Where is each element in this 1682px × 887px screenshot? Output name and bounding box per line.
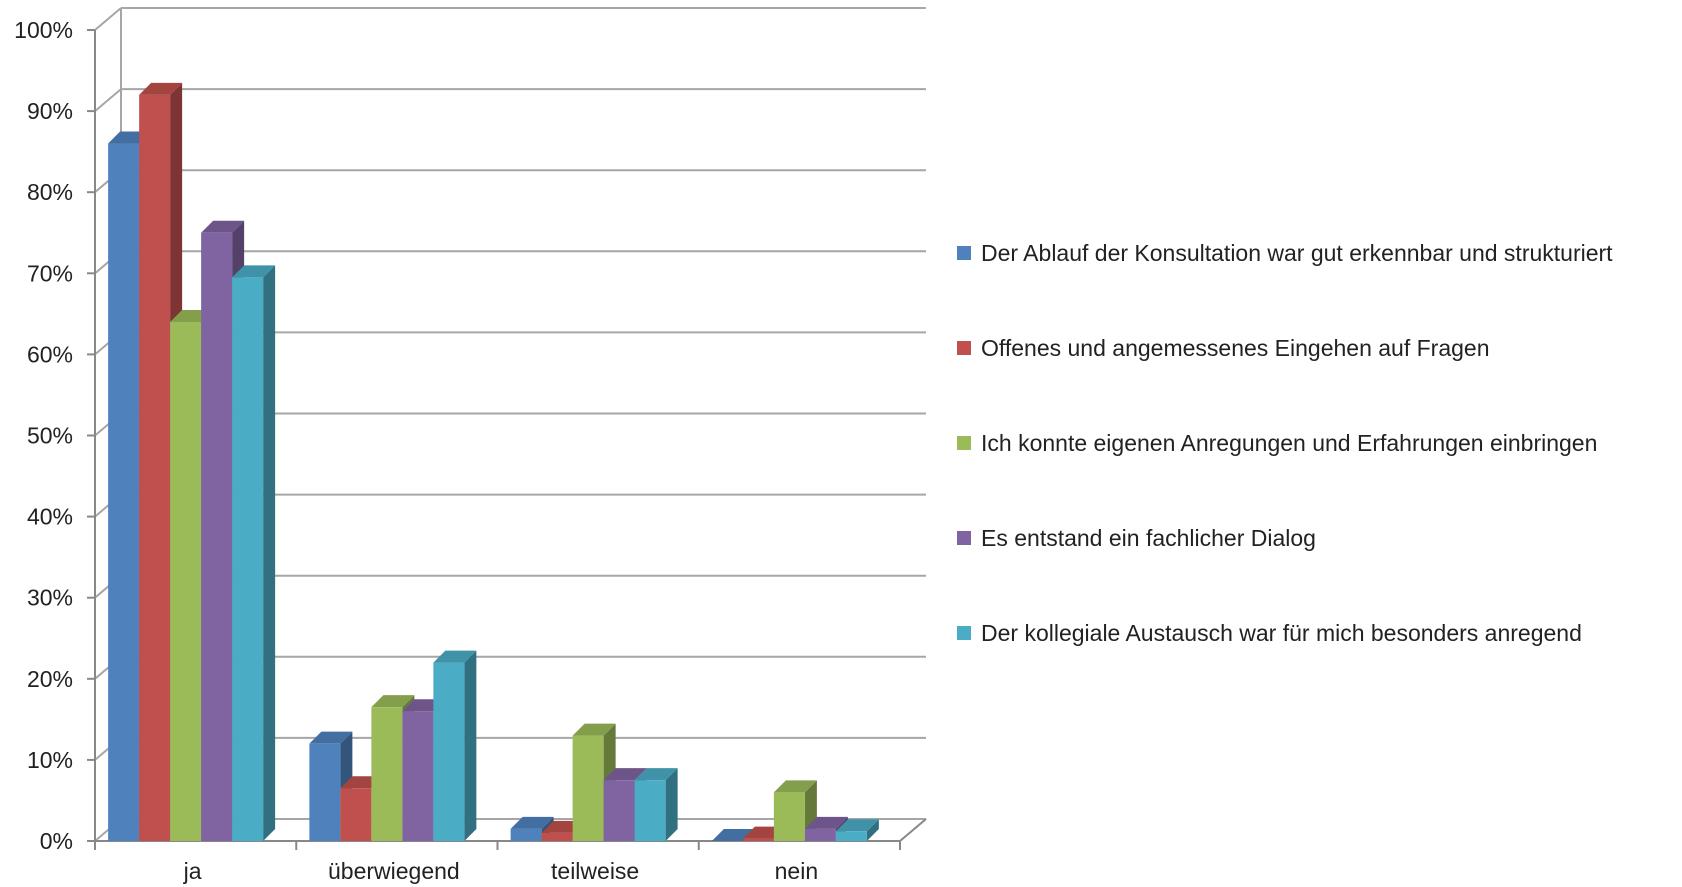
legend-swatch xyxy=(957,436,971,450)
legend-swatch xyxy=(957,531,971,545)
bar-top xyxy=(634,768,678,781)
y-tick-label: 80% xyxy=(27,179,73,205)
legend-item: Der kollegiale Austausch war für mich be… xyxy=(957,618,1582,648)
bar-front xyxy=(170,321,202,842)
bar-front xyxy=(433,662,465,841)
y-tick-label: 60% xyxy=(27,341,73,367)
bar-top xyxy=(804,816,848,829)
y-tick-label: 90% xyxy=(27,98,73,124)
y-tick-label: 70% xyxy=(27,260,73,286)
bar-top xyxy=(371,695,415,708)
bar-front xyxy=(201,232,233,841)
legend-label: Der Ablauf der Konsultation war gut erke… xyxy=(981,239,1613,266)
legend-label: Ich konnte eigenen Anregungen und Erfahr… xyxy=(981,429,1598,456)
legend-item: Offenes und angemessenes Eingehen auf Fr… xyxy=(957,333,1490,363)
bar-front xyxy=(309,743,341,841)
bar-front xyxy=(835,831,867,841)
legend-item: Es entstand ein fachlicher Dialog xyxy=(957,523,1316,553)
bar-top xyxy=(201,220,245,233)
bar-front xyxy=(634,780,666,841)
y-tick-label: 20% xyxy=(27,666,73,692)
legend-label: Es entstand ein fachlicher Dialog xyxy=(981,524,1316,551)
bar-front xyxy=(340,788,372,841)
bar-side xyxy=(263,265,276,842)
bar-front xyxy=(603,780,635,841)
x-tick-label: teilweise xyxy=(551,858,639,884)
bar-front xyxy=(139,94,171,841)
bar-front xyxy=(232,277,264,842)
bar-front xyxy=(804,828,836,841)
bar-front xyxy=(402,711,434,841)
legend-label: Offenes und angemessenes Eingehen auf Fr… xyxy=(981,334,1490,361)
legend-label: Der kollegiale Austausch war für mich be… xyxy=(981,619,1582,646)
bar-top xyxy=(572,723,616,736)
bar-1-4 xyxy=(433,650,477,841)
bar-front xyxy=(742,838,774,841)
bar-2-4 xyxy=(634,768,678,841)
bar-top xyxy=(232,265,276,278)
y-tick-label: 0% xyxy=(40,828,73,854)
x-tick-label: ja xyxy=(183,858,202,884)
bar-top xyxy=(603,768,647,781)
x-tick-label: nein xyxy=(775,858,818,884)
y-tick-label: 40% xyxy=(27,504,73,530)
y-tick-label: 30% xyxy=(27,585,73,611)
bar-front xyxy=(510,828,542,841)
bar-front xyxy=(773,792,805,841)
grid-line-side xyxy=(94,88,122,112)
legend-item: Ich konnte eigenen Anregungen und Erfahr… xyxy=(957,428,1597,458)
legend-swatch xyxy=(957,246,971,260)
y-tick-label: 100% xyxy=(14,17,73,43)
bar-side xyxy=(464,650,477,841)
y-tick-label: 10% xyxy=(27,747,73,773)
bar-top xyxy=(773,780,817,793)
bar-front xyxy=(541,832,573,841)
bar-top xyxy=(139,82,183,95)
x-tick-label: überwiegend xyxy=(328,858,460,884)
bar-side xyxy=(866,819,879,841)
bar-0-4 xyxy=(232,265,276,842)
bar-top xyxy=(309,731,353,744)
bar-top xyxy=(835,819,879,832)
y-tick-label: 50% xyxy=(27,423,73,449)
bar-top xyxy=(510,816,554,829)
x-tick-labels: ja überwiegend teilweise nein xyxy=(183,858,818,884)
bar-front xyxy=(108,143,140,842)
bar-side xyxy=(665,768,678,841)
grid-line-side xyxy=(94,7,122,31)
bar-3-4 xyxy=(835,819,879,841)
bar-top xyxy=(433,650,477,663)
floor-right-edge xyxy=(899,818,927,842)
legend-swatch xyxy=(957,341,971,355)
bar-front xyxy=(371,707,403,841)
y-tick-labels: 0% 10% 20% 30% 40% 50% 60% 70% 80% 90% 100% xyxy=(14,17,73,854)
bars xyxy=(108,82,879,842)
legend-item: Der Ablauf der Konsultation war gut erke… xyxy=(957,238,1613,268)
bar-front xyxy=(572,735,604,841)
legend-swatch xyxy=(957,626,971,640)
